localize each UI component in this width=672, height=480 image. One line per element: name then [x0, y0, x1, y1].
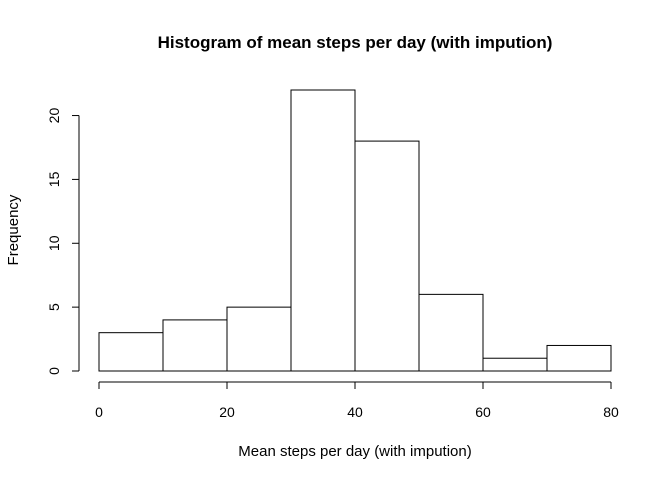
- histogram-bar: [482, 357, 548, 372]
- x-tick-label: 20: [219, 404, 235, 420]
- x-tick-label: 40: [347, 404, 363, 420]
- x-axis-label: Mean steps per day (with impution): [238, 443, 471, 460]
- y-tick-label: 15: [46, 171, 62, 187]
- x-tick-label: 60: [475, 404, 491, 420]
- chart-title: Histogram of mean steps per day (with im…: [158, 33, 553, 52]
- x-axis: 0 20 40 60 80: [95, 381, 619, 420]
- y-tick-label: 10: [46, 235, 62, 251]
- histogram-bar: [226, 306, 292, 372]
- histogram-bar: [290, 89, 356, 372]
- bars-group: [98, 89, 612, 372]
- histogram-bar: [418, 293, 484, 372]
- x-tick-label: 0: [95, 404, 103, 420]
- y-axis: 0 5 10 15 20: [46, 108, 80, 375]
- histogram-bar: [546, 344, 612, 372]
- histogram-bar: [162, 319, 228, 372]
- histogram-bar: [354, 140, 420, 372]
- x-tick-label: 80: [603, 404, 619, 420]
- y-tick-label: 20: [46, 108, 62, 124]
- histogram-bar: [98, 332, 164, 372]
- y-tick-label: 5: [46, 303, 62, 311]
- y-tick-label: 0: [46, 367, 62, 375]
- y-axis-label: Frequency: [5, 194, 22, 265]
